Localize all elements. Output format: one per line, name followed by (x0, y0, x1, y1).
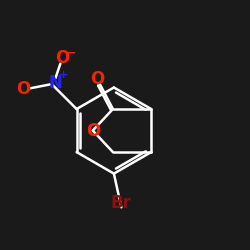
Text: O: O (86, 122, 100, 140)
Text: N: N (48, 74, 62, 92)
Text: Br: Br (111, 194, 132, 212)
Text: +: + (59, 70, 68, 80)
Text: O: O (90, 70, 104, 88)
Text: −: − (66, 46, 76, 60)
Text: O: O (16, 80, 30, 98)
Text: O: O (55, 49, 69, 67)
